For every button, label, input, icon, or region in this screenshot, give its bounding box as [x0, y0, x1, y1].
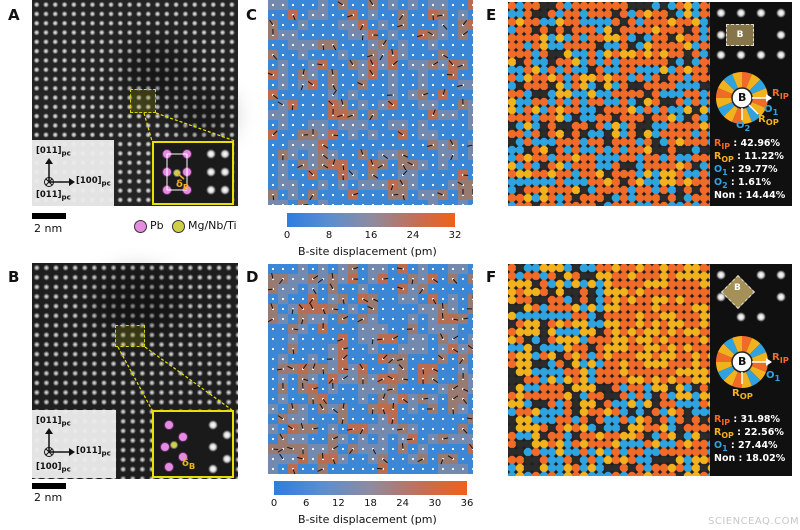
panel-d-displacement-map	[268, 264, 473, 474]
stat-line: Non : 18.02%	[714, 453, 786, 464]
stat-line: O1 : 27.44%	[714, 440, 778, 453]
panel-a-region-marker	[130, 89, 156, 113]
panel-b-scale-bar	[32, 483, 66, 489]
watermark: SCIENCEAQ.COM	[708, 516, 800, 527]
panel-e-legend-box: B B RIP O1 ROP O2 RIP : 42.96% ROP : 11.2…	[710, 2, 792, 206]
panel-e-classification-map	[508, 2, 710, 206]
delta-b-label: δ	[176, 179, 183, 190]
panel-b-zoom-inset: δB	[152, 410, 234, 478]
stat-line: O1 : 29.77%	[714, 164, 778, 177]
wheel-center-label: B	[738, 355, 747, 368]
b-legend-label: Mg/Nb/Ti	[188, 219, 237, 232]
axis-up-label: [011]	[36, 146, 62, 156]
delta-b-label: δ	[182, 458, 189, 469]
panel-b-letter: B	[8, 268, 20, 286]
unit-cell-marker: B	[726, 24, 754, 46]
colorbar-tick: 24	[396, 498, 410, 509]
panel-e-letter: E	[486, 6, 497, 24]
b-legend-dot	[172, 220, 185, 233]
panel-b-region-marker	[115, 325, 145, 347]
panel-f-direction-wheel	[716, 336, 772, 388]
axis-up-label: [011]	[36, 416, 62, 426]
stat-line: ROP : 22.56%	[714, 427, 784, 440]
colorbar-tick: 30	[428, 498, 442, 509]
panel-c-colorbar-title: B-site displacement (pm)	[298, 245, 437, 258]
stat-line: RIP : 42.96%	[714, 138, 781, 151]
wheel-center-label: B	[738, 91, 747, 104]
panel-f-legend-box: B B RIP O1 ROP RIP : 31.98% ROP : 22.56% O…	[710, 264, 792, 476]
colorbar-tick: 36	[460, 498, 474, 509]
axis-out-label: [011]	[36, 190, 62, 200]
wheel-o1-label: O1	[764, 104, 779, 117]
panel-c-displacement-map	[268, 0, 473, 205]
panel-e-direction-wheel	[716, 72, 772, 124]
wheel-rip-label: RIP	[772, 352, 789, 365]
colorbar-tick: 8	[325, 230, 333, 241]
stat-line: RIP : 31.98%	[714, 414, 781, 427]
pb-legend-dot	[134, 220, 147, 233]
unit-cell-label: B	[734, 283, 741, 293]
colorbar-tick: 16	[364, 230, 378, 241]
pb-legend-label: Pb	[150, 219, 164, 232]
panel-c-letter: C	[246, 6, 258, 24]
colorbar-tick: 18	[364, 498, 377, 509]
wheel-rip-label: RIP	[772, 88, 789, 101]
panel-a-zoom-lines	[143, 112, 236, 142]
wheel-o2-label: O2	[736, 120, 751, 133]
panel-d-letter: D	[246, 268, 259, 286]
panel-d-colorbar	[274, 481, 467, 495]
panel-f-letter: F	[486, 268, 497, 286]
panel-a-letter: A	[8, 6, 20, 24]
wheel-rop-label: ROP	[732, 388, 753, 401]
colorbar-tick: 24	[406, 230, 420, 241]
wheel-o1-label: O1	[766, 370, 781, 383]
axis-right-label: [100]	[76, 176, 102, 186]
panel-a-scale-label: 2 nm	[34, 222, 63, 235]
panel-d-colorbar-title: B-site displacement (pm)	[298, 513, 437, 526]
panel-a-zoom-inset: δB	[152, 141, 234, 205]
axis-out-label: [100]	[36, 462, 62, 472]
colorbar-tick: 6	[302, 498, 310, 509]
stat-line: ROP : 11.22%	[714, 151, 784, 164]
stat-line: O2 : 1.61%	[714, 177, 771, 190]
panel-a-scale-bar	[32, 213, 66, 219]
panel-c-colorbar	[287, 213, 455, 227]
colorbar-tick: 12	[331, 498, 345, 509]
panel-b-zoom-lines	[117, 346, 233, 411]
panel-b-axis-box: [011]pc [011]pc [100]pc	[32, 410, 116, 478]
colorbar-tick: 0	[270, 498, 278, 509]
colorbar-tick: 0	[283, 230, 291, 241]
colorbar-tick: 32	[448, 230, 462, 241]
axis-right-label: [011]	[76, 446, 102, 456]
stat-line: Non : 14.44%	[714, 190, 786, 201]
panel-a-axis-box: [011]pc [100]pc [011]pc	[32, 140, 114, 206]
wheel-rop-label: ROP	[758, 114, 779, 127]
panel-b-scale-label: 2 nm	[34, 491, 63, 504]
panel-f-classification-map	[508, 264, 710, 476]
